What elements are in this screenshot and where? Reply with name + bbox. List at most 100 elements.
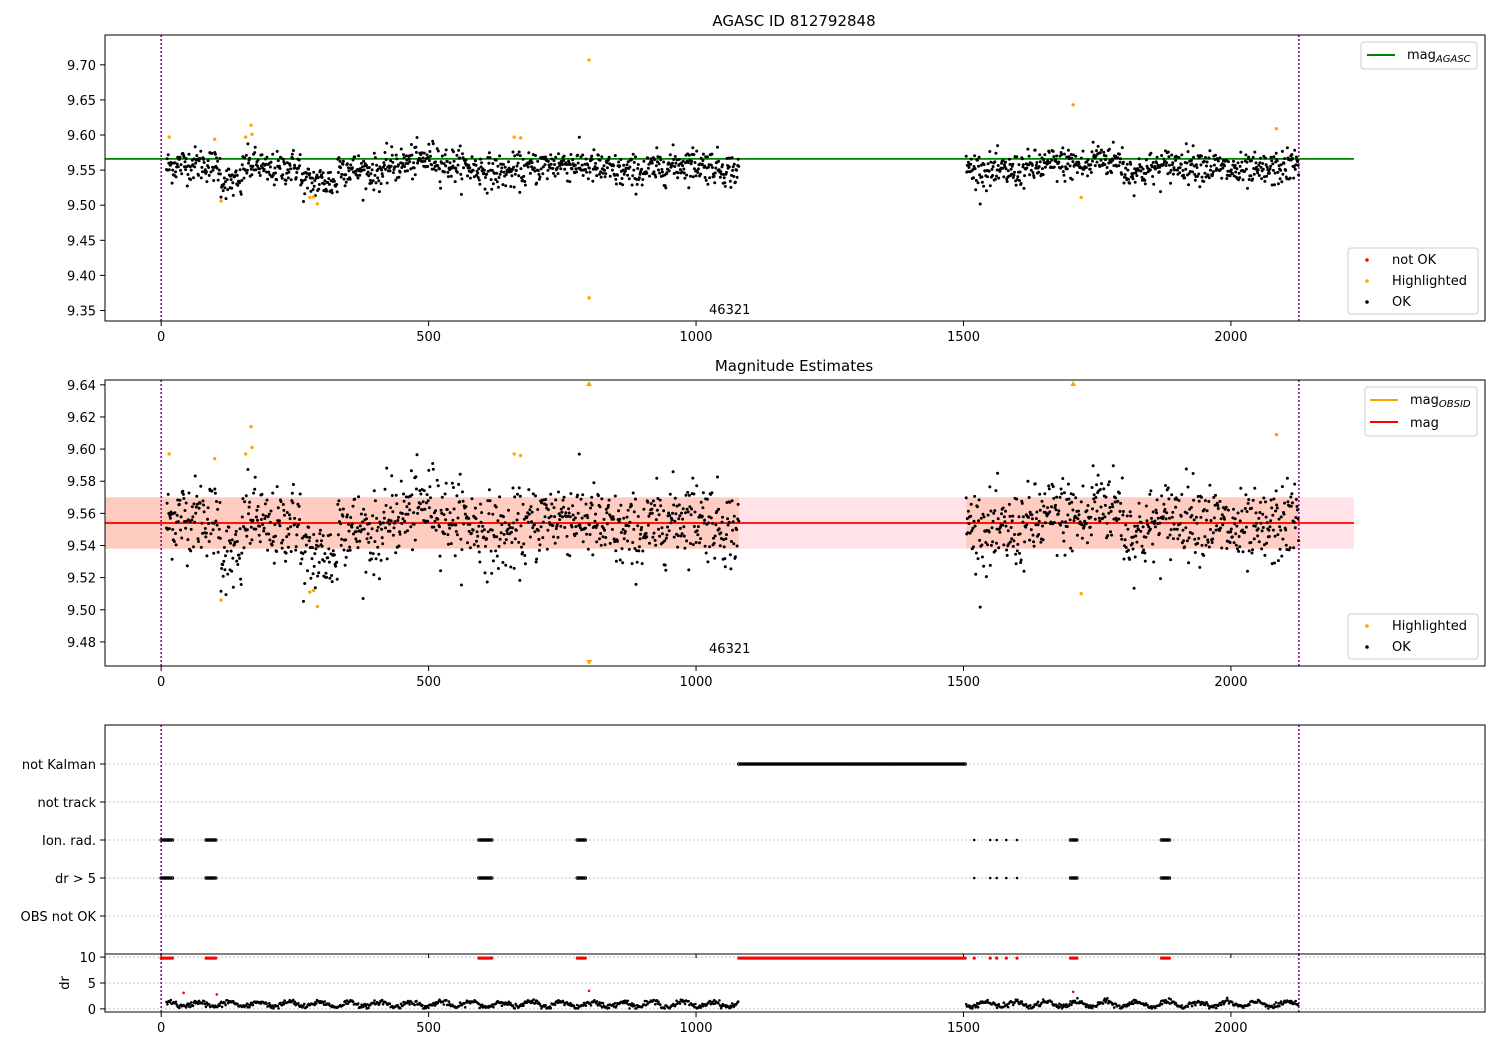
agasc-ok-point bbox=[722, 173, 726, 176]
flag-point bbox=[972, 838, 976, 842]
dr-ok-point bbox=[413, 1003, 417, 1007]
magnitude-ok-point bbox=[318, 528, 322, 532]
magnitude-ok-point bbox=[1167, 497, 1171, 501]
agasc-ok-point bbox=[1212, 163, 1216, 167]
magnitude-ok-point bbox=[283, 513, 286, 517]
magnitude-ok-point bbox=[217, 527, 221, 531]
magnitude-ok-point bbox=[173, 511, 177, 515]
magnitude-ok-point bbox=[1072, 519, 1076, 523]
magnitude-ok-point bbox=[678, 514, 682, 518]
agasc-ok-point bbox=[584, 157, 588, 161]
magnitude-ok-point bbox=[416, 511, 420, 515]
magnitude-ok-point bbox=[1004, 524, 1008, 528]
magnitude-ok-point bbox=[193, 520, 197, 524]
agasc-ytick-label-7: 9.70 bbox=[67, 59, 96, 74]
magnitude-ok-point bbox=[1071, 508, 1075, 512]
magnitude-ok-point bbox=[339, 522, 343, 526]
magnitude-ok-point bbox=[1243, 507, 1247, 510]
magnitude-ok-point bbox=[559, 524, 563, 528]
magnitude-ok-point bbox=[1218, 499, 1222, 503]
agasc-ok-point bbox=[507, 160, 510, 164]
agasc-ok-point bbox=[467, 163, 471, 167]
agasc-ok-point bbox=[264, 162, 268, 166]
magnitude-ok-point bbox=[527, 512, 531, 516]
magnitude-ok-point bbox=[349, 516, 353, 519]
magnitude-ok-point bbox=[964, 496, 968, 500]
magnitude-ok-point bbox=[573, 534, 577, 538]
flag-point bbox=[583, 876, 588, 880]
dr-ytick-label-0: 0 bbox=[88, 1003, 96, 1018]
magnitude-ok-point bbox=[655, 508, 659, 512]
agasc-ok-point bbox=[1014, 183, 1018, 187]
dr-ok-point bbox=[303, 1002, 306, 1006]
magnitude-ok-point bbox=[534, 560, 538, 564]
magnitude-ok-point bbox=[400, 512, 404, 515]
agasc-ok-point bbox=[192, 176, 195, 180]
agasc-ytick-label-5: 9.60 bbox=[67, 129, 96, 144]
flag-point bbox=[478, 838, 483, 842]
flag-point bbox=[164, 876, 168, 880]
agasc-title: AGASC ID 812792848 bbox=[712, 12, 875, 30]
flag-point bbox=[477, 876, 481, 880]
magnitude-ok-point bbox=[187, 491, 191, 495]
agasc-ok-point bbox=[586, 177, 590, 181]
agasc-ok-point bbox=[1047, 150, 1051, 154]
agasc-ok-point bbox=[646, 166, 650, 170]
agasc-ok-point bbox=[390, 145, 394, 149]
magnitude-ok-point bbox=[404, 495, 408, 499]
magnitude-ok-point bbox=[1265, 521, 1269, 525]
magnitude-ok-point bbox=[1185, 511, 1189, 515]
agasc-ok-point bbox=[556, 172, 560, 176]
magnitude-ok-point bbox=[1191, 532, 1194, 536]
magnitude-ok-point bbox=[498, 495, 502, 499]
magnitude-ok-point bbox=[1170, 515, 1174, 519]
magnitude-ok-point bbox=[288, 517, 292, 521]
magnitude-ok-point bbox=[1253, 524, 1257, 528]
agasc-ok-point bbox=[325, 189, 329, 193]
agasc-ok-point bbox=[574, 167, 578, 171]
dr-ok-point bbox=[421, 1003, 424, 1007]
magnitude-ok-point bbox=[667, 529, 671, 533]
dr-ok-point bbox=[1002, 1001, 1006, 1004]
agasc-ok-point bbox=[390, 153, 394, 157]
magnitude-ok-point bbox=[484, 544, 487, 548]
flag-point bbox=[161, 838, 165, 842]
magnitude-ok-point bbox=[1143, 551, 1147, 555]
magnitude-ok-point bbox=[488, 499, 492, 503]
agasc-ok-point bbox=[494, 178, 498, 181]
agasc-ok-point bbox=[732, 174, 736, 178]
magnitude-ok-point bbox=[209, 532, 213, 536]
magnitude-highlighted-point-6 bbox=[308, 590, 312, 594]
flag-point bbox=[900, 762, 905, 766]
magnitude-ok-point bbox=[1057, 509, 1061, 513]
agasc-ok-point bbox=[1200, 175, 1204, 179]
magnitude-ok-point bbox=[502, 532, 506, 536]
agasc-ok-point bbox=[335, 182, 339, 186]
magnitude-ok-point bbox=[650, 507, 654, 511]
dr-ok-point bbox=[364, 1004, 368, 1008]
agasc-ok-point bbox=[683, 176, 687, 180]
agasc-ok-point bbox=[1107, 147, 1111, 151]
legend-marker-not-ok bbox=[1365, 258, 1369, 262]
agasc-ok-point bbox=[493, 171, 496, 175]
agasc-ok-point bbox=[657, 168, 660, 172]
agasc-ok-point bbox=[487, 161, 491, 165]
agasc-ok-point bbox=[456, 163, 460, 167]
magnitude-ok-point bbox=[1197, 499, 1201, 503]
magnitude-ok-point bbox=[513, 495, 517, 499]
magnitude-ytick-label-6: 9.60 bbox=[67, 443, 96, 458]
agasc-ok-point bbox=[636, 163, 640, 166]
agasc-ok-point bbox=[550, 157, 554, 161]
agasc-ok-point bbox=[174, 175, 178, 179]
flag-label-4: OBS not OK bbox=[21, 910, 97, 925]
agasc-ok-point bbox=[628, 165, 632, 169]
dr-ok-point bbox=[1006, 1005, 1010, 1009]
magnitude-ok-point bbox=[1035, 510, 1039, 514]
flag-point bbox=[791, 762, 796, 766]
magnitude-ok-point bbox=[509, 565, 513, 569]
magnitude-ok-point bbox=[722, 545, 726, 549]
dr-ok-point bbox=[169, 998, 173, 1002]
magnitude-ok-point bbox=[976, 557, 980, 561]
flag-point bbox=[210, 838, 215, 842]
magnitude-ytick-label-5: 9.58 bbox=[67, 475, 96, 490]
